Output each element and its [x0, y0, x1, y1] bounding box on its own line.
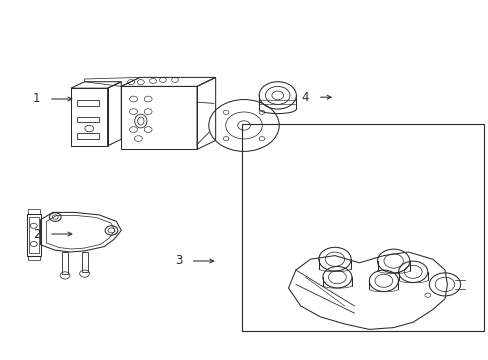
Text: 4: 4	[301, 91, 309, 104]
Text: 2: 2	[33, 228, 41, 240]
Text: 1: 1	[33, 93, 41, 105]
Text: 3: 3	[174, 255, 182, 267]
Bar	[242, 124, 483, 331]
